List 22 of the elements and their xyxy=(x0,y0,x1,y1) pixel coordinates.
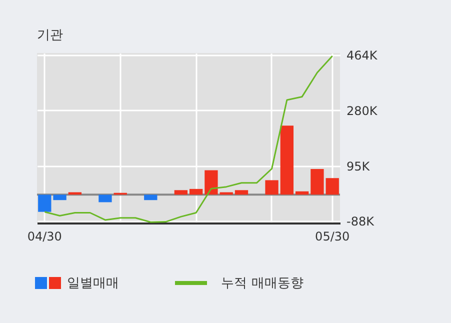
bar xyxy=(189,188,203,195)
bar xyxy=(280,126,294,195)
bar xyxy=(98,194,112,202)
y-tick-label: 95K xyxy=(346,160,371,174)
bar xyxy=(38,194,52,212)
bar xyxy=(204,170,218,195)
bar xyxy=(310,169,324,195)
y-tick-label: -88K xyxy=(346,214,376,229)
x-tick-label: 05/30 xyxy=(315,230,350,244)
y-tick-label: 280K xyxy=(346,104,378,118)
bar xyxy=(174,190,188,195)
y-tick-label: 464K xyxy=(346,48,378,62)
x-tick-label: 04/30 xyxy=(27,230,62,244)
legend-label: 누적 매매동향 xyxy=(220,275,304,292)
bar xyxy=(234,190,248,195)
bar xyxy=(144,194,158,200)
legend-label: 일별매매 xyxy=(66,275,120,292)
line-series xyxy=(44,55,334,223)
bar xyxy=(265,180,278,195)
bar xyxy=(326,178,339,195)
chart-title: 기관 xyxy=(37,27,63,44)
bar xyxy=(53,194,66,200)
